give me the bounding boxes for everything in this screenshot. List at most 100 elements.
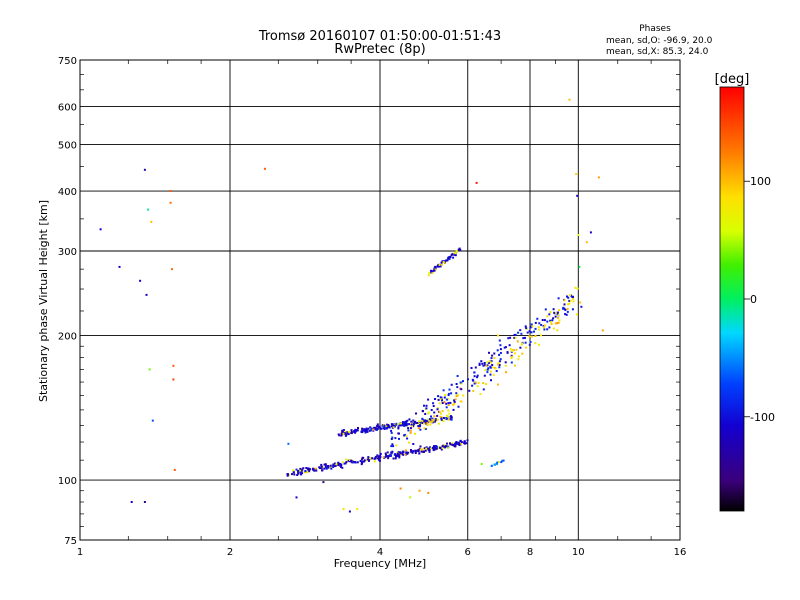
data-point — [475, 181, 478, 184]
data-point — [172, 364, 175, 367]
data-point — [442, 445, 445, 448]
data-point — [516, 340, 519, 343]
data-point — [454, 445, 457, 448]
data-point — [434, 268, 437, 271]
data-point — [352, 461, 355, 463]
data-point — [494, 367, 497, 370]
data-point — [498, 366, 501, 369]
data-point — [388, 426, 391, 429]
data-point — [489, 366, 492, 369]
data-point — [414, 420, 417, 423]
data-point — [585, 241, 588, 244]
data-point — [397, 423, 400, 426]
data-point — [472, 379, 475, 382]
data-point — [557, 311, 559, 314]
chart-title: Tromsø 20160107 01:50:00-01:51:43 — [258, 29, 501, 44]
data-point — [99, 228, 102, 231]
data-point — [439, 397, 442, 400]
data-point — [443, 401, 446, 404]
data-point — [433, 415, 436, 418]
data-point — [493, 356, 496, 359]
data-point — [302, 467, 305, 470]
data-point — [414, 452, 417, 454]
data-point — [401, 424, 404, 427]
data-point — [437, 422, 440, 425]
data-point — [530, 335, 533, 338]
x-tick-label: 16 — [674, 547, 687, 558]
data-point — [405, 449, 407, 452]
data-point — [434, 265, 437, 268]
data-point — [171, 268, 173, 271]
data-point — [508, 344, 511, 347]
data-point — [421, 410, 424, 413]
data-point — [342, 429, 345, 431]
data-point — [434, 419, 437, 422]
data-point — [315, 469, 318, 472]
data-point — [552, 317, 555, 320]
data-point — [423, 447, 426, 450]
data-point — [427, 398, 430, 401]
data-point — [452, 403, 455, 406]
data-point — [490, 379, 492, 382]
data-point — [432, 449, 435, 452]
data-point — [509, 348, 512, 350]
data-point — [536, 317, 539, 320]
data-point — [365, 427, 368, 430]
data-point — [460, 441, 463, 444]
data-point — [300, 471, 303, 474]
data-point — [332, 465, 335, 468]
data-point — [415, 449, 418, 452]
data-point — [363, 428, 366, 431]
data-point — [368, 459, 370, 462]
data-point — [337, 464, 340, 467]
data-point — [502, 459, 505, 462]
x-axis-ticks: 1 2 4 6 8 10 16 — [77, 60, 687, 558]
data-point — [557, 314, 560, 317]
data-point — [538, 343, 540, 346]
data-point — [569, 294, 571, 297]
data-point — [498, 353, 501, 356]
data-point — [385, 425, 388, 428]
data-point — [354, 430, 357, 433]
data-point — [299, 469, 302, 472]
data-point — [321, 469, 324, 472]
data-point — [450, 417, 453, 420]
data-point — [408, 418, 411, 421]
data-point — [411, 422, 413, 425]
data-point — [524, 341, 527, 344]
data-point — [491, 366, 494, 369]
data-point — [447, 409, 450, 412]
data-point — [451, 442, 454, 445]
data-point — [390, 423, 393, 426]
data-point — [324, 464, 327, 467]
data-point — [490, 464, 493, 467]
data-point — [143, 168, 146, 171]
data-point — [473, 371, 476, 374]
data-point — [416, 422, 419, 424]
data-point — [524, 325, 527, 328]
data-point — [486, 371, 489, 374]
data-point — [441, 399, 443, 402]
data-point — [384, 452, 387, 455]
data-point — [370, 427, 373, 430]
data-point — [386, 451, 389, 454]
data-point — [473, 375, 476, 378]
y-axis-label: Stationary phase Virtual Height [km] — [37, 200, 50, 402]
data-point — [496, 462, 498, 465]
data-point — [330, 467, 333, 470]
data-point — [368, 429, 371, 432]
data-point — [578, 265, 581, 268]
data-point — [459, 248, 462, 251]
data-point — [354, 461, 357, 464]
data-point — [332, 464, 335, 467]
data-point — [169, 201, 172, 204]
data-point — [557, 321, 560, 324]
data-point — [417, 425, 420, 427]
data-point — [503, 346, 506, 349]
data-point — [533, 330, 535, 333]
colorbar-tick-label: 0 — [750, 293, 757, 306]
data-point — [543, 324, 546, 327]
data-point — [391, 443, 394, 446]
data-point — [567, 303, 569, 306]
data-point — [455, 441, 458, 443]
